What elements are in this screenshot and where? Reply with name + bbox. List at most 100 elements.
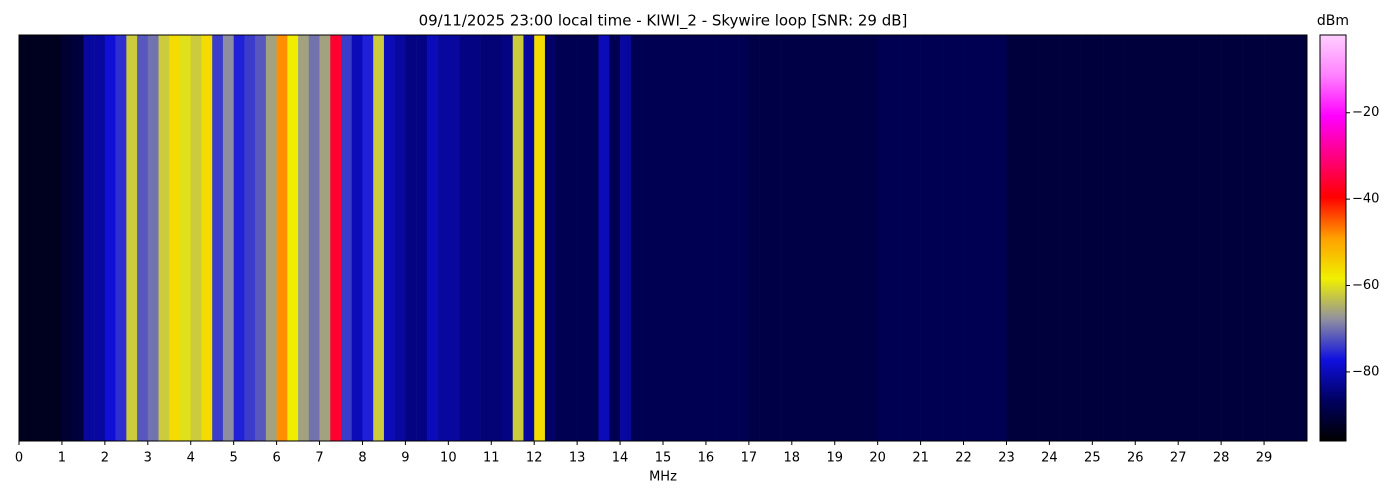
heatmap-cell (72, 35, 84, 441)
heatmap-cell (362, 35, 374, 441)
heatmap-cell (222, 35, 234, 441)
heatmap-cell (770, 35, 782, 441)
heatmap-cell (1242, 35, 1254, 441)
x-tick-label: 29 (1256, 451, 1273, 466)
heatmap-cell (330, 35, 342, 441)
heatmap-cell (834, 35, 846, 441)
heatmap-cell (727, 35, 739, 441)
heatmap-cell (952, 35, 964, 441)
heatmap-cell (469, 35, 481, 441)
heatmap-cell (1017, 35, 1029, 441)
x-tick-label: 9 (401, 451, 409, 466)
heatmap-cell (620, 35, 632, 441)
heatmap-cell (974, 35, 986, 441)
colorbar-tick-label: −40 (1352, 192, 1379, 207)
heatmap-cell (212, 35, 224, 441)
heatmap-cell (1199, 35, 1211, 441)
heatmap-cell (598, 35, 610, 441)
heatmap-cell (298, 35, 310, 441)
heatmap-cell (716, 35, 728, 441)
heatmap-cell (61, 35, 73, 441)
heatmap-cell (652, 35, 664, 441)
heatmap-cell (1156, 35, 1168, 441)
x-tick-label: 19 (826, 451, 843, 466)
heatmap-cell (308, 35, 320, 441)
x-tick-label: 15 (655, 451, 672, 466)
x-tick-label: 18 (784, 451, 801, 466)
heatmap-cell (566, 35, 578, 441)
heatmap-cell (169, 35, 181, 441)
heatmap-cell (695, 35, 707, 441)
heatmap-cell (416, 35, 428, 441)
x-axis-label: MHz (649, 470, 677, 485)
heatmap-cell (319, 35, 331, 441)
heatmap-cell (94, 35, 106, 441)
heatmap-cell (759, 35, 771, 441)
heatmap-cell (40, 35, 52, 441)
x-tick-label: 16 (698, 451, 715, 466)
x-tick-label: 21 (912, 451, 929, 466)
x-tick-label: 23 (998, 451, 1015, 466)
heatmap-cell (534, 35, 546, 441)
heatmap-cell (1038, 35, 1050, 441)
x-tick-label: 27 (1170, 451, 1187, 466)
x-tick-label: 1 (58, 451, 66, 466)
heatmap-cell (1027, 35, 1039, 441)
x-tick-label: 12 (526, 451, 543, 466)
heatmap-cell (1124, 35, 1136, 441)
x-tick-label: 3 (144, 451, 152, 466)
x-tick-label: 6 (272, 451, 280, 466)
heatmap-cell (19, 35, 31, 441)
heatmap-cell (641, 35, 653, 441)
heatmap-cell (1092, 35, 1104, 441)
heatmap-cell (1285, 35, 1297, 441)
chart-title: 09/11/2025 23:00 local time - KIWI_2 - S… (419, 12, 908, 31)
heatmap-cell (931, 35, 943, 441)
heatmap-cell (1274, 35, 1286, 441)
heatmap-cell (802, 35, 814, 441)
heatmap-cell (276, 35, 288, 441)
heatmap-cell (1231, 35, 1243, 441)
heatmap-cell (1146, 35, 1158, 441)
heatmap-cell (351, 35, 363, 441)
heatmap-cell (1167, 35, 1179, 441)
heatmap-cell (555, 35, 567, 441)
heatmap-cell (373, 35, 385, 441)
heatmap-cell (137, 35, 149, 441)
heatmap-cell (705, 35, 717, 441)
heatmap-cell (480, 35, 492, 441)
heatmap-cell (201, 35, 213, 441)
heatmap-cell (115, 35, 127, 441)
x-tick-label: 4 (187, 451, 195, 466)
heatmap-cell (405, 35, 417, 441)
heatmap-cell (29, 35, 41, 441)
heatmap-cell (1103, 35, 1115, 441)
heatmap-cell (877, 35, 889, 441)
x-tick-label: 14 (612, 451, 629, 466)
heatmap-cell (866, 35, 878, 441)
x-tick-label: 10 (440, 451, 457, 466)
x-tick-label: 17 (741, 451, 758, 466)
heatmap-cell (1049, 35, 1061, 441)
heatmap-cell (512, 35, 524, 441)
colorbar-tick-label: −60 (1352, 278, 1379, 293)
heatmap-cell (630, 35, 642, 441)
heatmap-cell (1135, 35, 1147, 441)
heatmap-cell (383, 35, 395, 441)
heatmap-cell (255, 35, 267, 441)
heatmap-cell (856, 35, 868, 441)
x-tick-label: 2 (101, 451, 109, 466)
heatmap-cell (1081, 35, 1093, 441)
heatmap-cell (83, 35, 95, 441)
heatmap-cell (287, 35, 299, 441)
heatmap-cell (1006, 35, 1018, 441)
heatmap-cell (824, 35, 836, 441)
heatmap-cell (51, 35, 63, 441)
heatmap-cell (426, 35, 438, 441)
heatmap-cell (888, 35, 900, 441)
heatmap-cell (609, 35, 621, 441)
heatmap-cell (448, 35, 460, 441)
heatmap-cell (813, 35, 825, 441)
x-tick-label: 24 (1041, 451, 1058, 466)
